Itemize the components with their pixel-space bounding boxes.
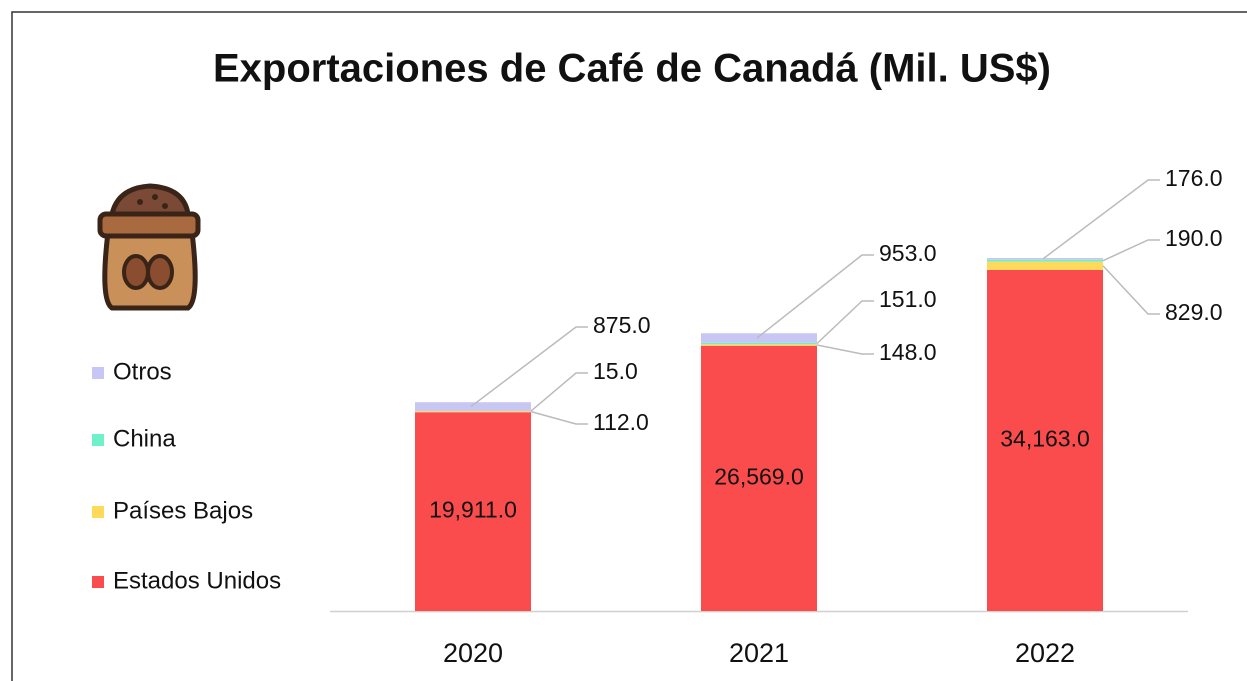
bar-segment (987, 261, 1103, 270)
leader-line (530, 410, 588, 425)
leader-line (816, 300, 874, 345)
legend-swatch (92, 367, 104, 379)
legend-label: Países Bajos (113, 497, 253, 524)
bar-segment (415, 412, 531, 611)
leader-line (1102, 239, 1160, 262)
data-label: 953.0 (879, 240, 937, 266)
data-label: 26,569.0 (714, 463, 804, 489)
chart-title: Exportaciones de Café de Canadá (Mil. US… (213, 47, 1051, 91)
bar-segment (415, 411, 531, 413)
chart-frame (11, 11, 1247, 681)
data-label: 151.0 (879, 286, 937, 312)
x-tick-label: 2021 (729, 638, 789, 668)
bar-segment (987, 269, 1103, 611)
data-label: 15.0 (593, 358, 638, 384)
bar-segment (987, 258, 1103, 260)
bar-segment (415, 402, 531, 411)
bar-segment (701, 345, 817, 611)
leader-line (470, 326, 588, 408)
leader-line (1042, 179, 1160, 260)
data-label: 34,163.0 (1000, 426, 1090, 452)
data-label: 112.0 (593, 409, 649, 435)
data-label: 190.0 (1165, 225, 1223, 251)
legend-swatch (92, 506, 104, 518)
bar-segment (701, 342, 817, 345)
bar-segment (987, 259, 1103, 262)
data-label: 875.0 (593, 312, 651, 338)
data-label: 829.0 (1165, 299, 1223, 325)
data-label: 176.0 (1165, 165, 1223, 191)
leader-line (1102, 265, 1160, 315)
legend-swatch (92, 434, 104, 446)
coffee-bag-icon (97, 183, 201, 311)
leader-line (756, 254, 874, 339)
legend-label: Estados Unidos (113, 567, 281, 594)
leader-line (816, 344, 874, 355)
legend-label: China (113, 425, 176, 452)
data-label: 19,911.0 (429, 497, 517, 523)
legend-swatch (92, 576, 104, 588)
bar-segment (701, 344, 817, 346)
x-tick-label: 2022 (1015, 638, 1075, 668)
leader-line (530, 372, 588, 412)
legend-label: Otros (113, 358, 172, 385)
x-tick-label: 2020 (443, 638, 503, 668)
data-label: 148.0 (879, 339, 937, 365)
bar-segment (701, 333, 817, 343)
